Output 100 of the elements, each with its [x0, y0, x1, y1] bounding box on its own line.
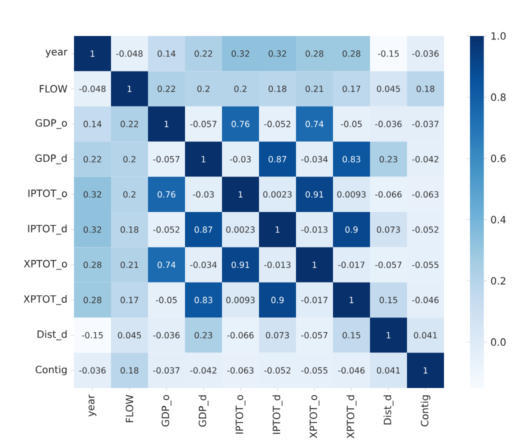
data-label: -0.057 — [301, 332, 328, 338]
x-tick-label: XPTOT_d — [346, 395, 356, 438]
color-bar-label: 0.0 — [491, 338, 506, 346]
x-tick-label: Dist_d — [384, 395, 394, 424]
data-label: -0.057 — [190, 120, 216, 128]
y-tick-label: XPTOT_o — [24, 260, 67, 270]
data-label: 0.18 — [120, 226, 138, 233]
y-tick-label: Contig — [36, 366, 67, 376]
data-label: 0.22 — [120, 120, 138, 128]
data-label: 0.15 — [342, 332, 360, 338]
data-label: 1 — [386, 332, 390, 338]
data-label: -0.034 — [301, 156, 328, 162]
data-label: -0.03 — [230, 156, 251, 162]
y-tick-label: GDP_d — [35, 154, 67, 164]
data-label: 0.32 — [268, 50, 286, 57]
data-label: -0.052 — [412, 226, 438, 233]
data-label: -0.063 — [227, 367, 254, 374]
x-tick-label: year — [88, 394, 96, 416]
data-label: 0.18 — [416, 86, 434, 92]
color-bar-label: 0.6 — [491, 154, 506, 162]
data-label: 0.14 — [158, 50, 176, 57]
color-bar-label: 0.4 — [491, 216, 506, 224]
data-label: 0.74 — [158, 262, 176, 268]
data-label: 1 — [164, 120, 168, 128]
y-tick-label: XPTOT_d — [24, 295, 67, 305]
data-label: 1 — [202, 156, 206, 162]
data-label: 1 — [90, 50, 94, 57]
data-label: -0.036 — [375, 120, 402, 128]
data-label: -0.066 — [227, 332, 254, 338]
data-label: 0.045 — [118, 332, 141, 338]
data-label: 0.23 — [380, 156, 398, 162]
data-label: 0.18 — [120, 367, 138, 374]
data-label: -0.013 — [264, 262, 290, 268]
y-tick-label: IPTOT_o — [28, 190, 67, 200]
data-label: -0.036 — [153, 332, 180, 338]
data-label: -0.042 — [412, 156, 438, 162]
data-label: 0.28 — [84, 296, 102, 304]
data-label: 0.28 — [306, 50, 324, 57]
data-label: 0.2 — [123, 191, 136, 198]
data-label: -0.013 — [301, 226, 328, 233]
data-label: -0.046 — [412, 296, 439, 304]
data-label: 0.76 — [232, 120, 250, 128]
data-label: -0.052 — [153, 226, 180, 233]
data-label: 0.0093 — [226, 296, 255, 304]
data-label: 0.18 — [268, 86, 286, 92]
y-tick-label: GDP_o — [36, 119, 67, 129]
data-label: 1 — [276, 226, 280, 233]
data-label: -0.055 — [301, 367, 328, 374]
data-label: 0.21 — [120, 262, 138, 268]
x-tick-label: IPTOT_o — [236, 395, 246, 434]
data-label: 1 — [238, 191, 242, 198]
data-label: -0.066 — [375, 191, 402, 198]
data-label: -0.03 — [192, 191, 214, 198]
data-label: 0.87 — [194, 226, 212, 233]
data-label: -0.037 — [153, 367, 180, 374]
data-label: 0.32 — [232, 50, 250, 57]
data-label: 0.23 — [194, 332, 212, 338]
data-label: 0.32 — [84, 226, 102, 233]
data-label: 0.87 — [268, 156, 286, 162]
data-label: 0.74 — [306, 120, 324, 128]
x-tick-label: GDP_d — [198, 395, 208, 427]
data-label: 1 — [312, 262, 316, 268]
data-label: -0.052 — [264, 120, 290, 128]
color-bar-label: 1.0 — [492, 32, 506, 40]
data-label: 0.21 — [306, 86, 324, 92]
data-label: -0.055 — [412, 262, 438, 268]
data-label: -0.063 — [412, 191, 438, 198]
data-label: 0.9 — [271, 296, 284, 304]
data-label: 0.2 — [197, 86, 210, 92]
data-label: 0.0023 — [263, 191, 292, 198]
data-label: 0.045 — [376, 86, 400, 92]
data-label: 0.17 — [120, 296, 138, 304]
data-label: 0.041 — [414, 332, 437, 338]
x-tick-label: FLOW — [126, 394, 134, 422]
data-label: 0.22 — [84, 156, 102, 162]
data-label: 0.073 — [266, 332, 289, 338]
y-tick-label: IPTOT_d — [28, 224, 67, 235]
data-label: 1 — [424, 367, 428, 374]
y-tick-label: year — [46, 50, 68, 58]
data-label: 0.91 — [306, 191, 324, 198]
x-tick-label: GDP_o — [162, 395, 172, 426]
data-label: 0.32 — [84, 191, 102, 198]
data-label: -0.034 — [190, 262, 217, 268]
data-label: 0.14 — [84, 120, 102, 128]
color-bar-label: 0.2 — [491, 277, 506, 285]
data-label: -0.036 — [79, 367, 106, 374]
data-label: 0.0023 — [226, 226, 255, 233]
data-label: -0.05 — [340, 120, 362, 128]
color-bar-label: 0.8 — [491, 93, 506, 101]
x-tick-label: Contig — [420, 395, 430, 426]
data-label: -0.037 — [412, 120, 438, 128]
data-label: -0.057 — [153, 156, 180, 162]
data-label: -0.15 — [82, 332, 103, 338]
data-label: -0.017 — [301, 296, 328, 304]
data-label: 1 — [350, 296, 354, 304]
data-label: 1 — [128, 86, 132, 92]
data-label: 0.22 — [194, 50, 212, 57]
data-label: -0.048 — [116, 50, 143, 57]
x-tick-label: IPTOT_d — [272, 395, 282, 434]
data-label: -0.057 — [375, 262, 402, 268]
